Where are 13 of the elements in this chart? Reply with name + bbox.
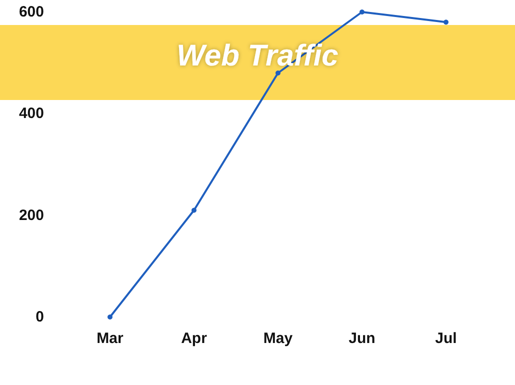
point <box>108 314 112 320</box>
point <box>192 208 196 213</box>
point <box>444 20 448 25</box>
y-tick-label: 400 <box>18 105 44 122</box>
point <box>360 10 364 14</box>
y-tick-label: 600 <box>18 4 44 20</box>
x-tick-label: May <box>263 330 294 347</box>
x-tick-label: Jun <box>348 330 376 347</box>
x-tick-label: Apr <box>181 330 208 347</box>
x-tick-label: Mar <box>96 330 124 347</box>
x-tick-label: Jul <box>435 330 457 347</box>
y-tick-label: 200 <box>18 206 44 224</box>
y-tick-label: 0 <box>36 308 44 326</box>
